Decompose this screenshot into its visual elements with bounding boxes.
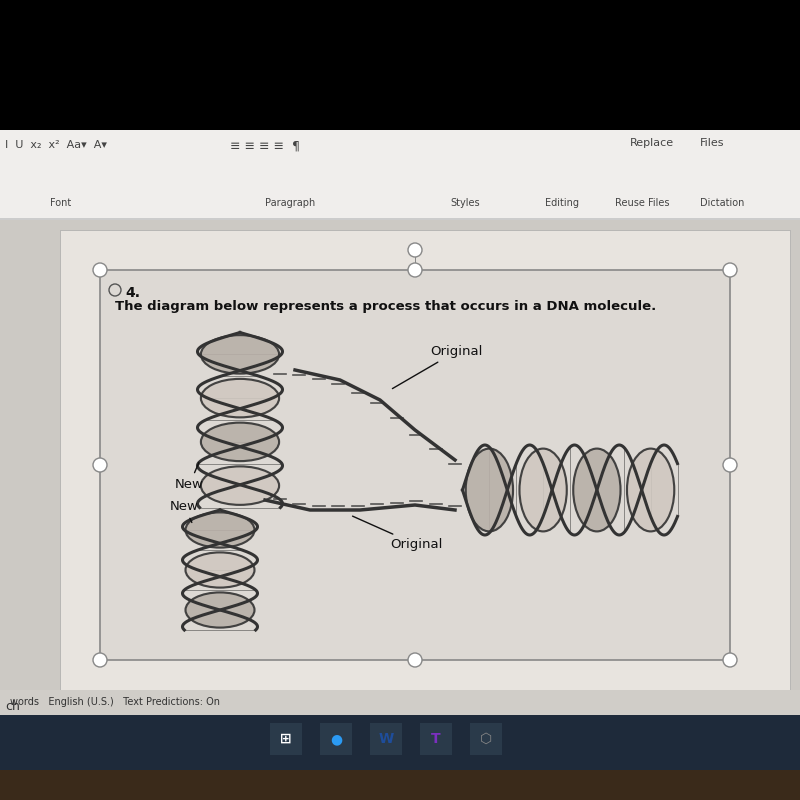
- Bar: [0, 220, 800, 700]
- Ellipse shape: [627, 449, 674, 531]
- Ellipse shape: [201, 466, 279, 505]
- Ellipse shape: [201, 422, 279, 461]
- Text: ⊞: ⊞: [280, 732, 292, 746]
- Text: ≡ ≡ ≡ ≡  ¶: ≡ ≡ ≡ ≡ ¶: [230, 140, 300, 153]
- Bar: [0, 130, 800, 220]
- Ellipse shape: [186, 592, 254, 627]
- Text: Styles: Styles: [450, 198, 480, 208]
- Text: New: New: [170, 500, 199, 522]
- Bar: [100, 270, 730, 660]
- Ellipse shape: [574, 449, 621, 531]
- Text: Editing: Editing: [545, 198, 579, 208]
- Text: ch: ch: [5, 700, 20, 713]
- Circle shape: [93, 653, 107, 667]
- Text: Reuse Files: Reuse Files: [615, 198, 670, 208]
- Bar: [470, 723, 502, 755]
- Bar: [320, 723, 352, 755]
- Ellipse shape: [186, 552, 254, 587]
- Bar: [0, 690, 800, 715]
- Text: W: W: [378, 732, 394, 746]
- Text: I  U  x₂  x²  Aa▾  A▾: I U x₂ x² Aa▾ A▾: [5, 140, 107, 150]
- Circle shape: [408, 653, 422, 667]
- Text: ●: ●: [330, 732, 342, 746]
- Circle shape: [408, 263, 422, 277]
- Text: Original: Original: [393, 345, 482, 389]
- Bar: [0, 218, 800, 220]
- Text: ⬡: ⬡: [480, 732, 492, 746]
- Circle shape: [723, 653, 737, 667]
- Circle shape: [723, 263, 737, 277]
- Text: The diagram below represents a process that occurs in a DNA molecule.: The diagram below represents a process t…: [115, 300, 656, 313]
- Text: words   English (U.S.)   Text Predictions: On: words English (U.S.) Text Predictions: O…: [10, 697, 220, 707]
- Ellipse shape: [519, 449, 566, 531]
- Ellipse shape: [466, 449, 513, 531]
- Text: New: New: [175, 462, 204, 491]
- Circle shape: [93, 263, 107, 277]
- Text: Paragraph: Paragraph: [265, 198, 315, 208]
- Text: Original: Original: [353, 516, 442, 551]
- Ellipse shape: [186, 512, 254, 547]
- Bar: [420, 723, 452, 755]
- Text: Files: Files: [700, 138, 725, 148]
- Bar: [370, 723, 402, 755]
- Text: T: T: [431, 732, 441, 746]
- Circle shape: [93, 458, 107, 472]
- Ellipse shape: [201, 379, 279, 418]
- Bar: [0, 715, 800, 770]
- Text: Font: Font: [50, 198, 71, 208]
- Bar: [270, 723, 302, 755]
- Circle shape: [723, 458, 737, 472]
- Circle shape: [408, 243, 422, 257]
- Ellipse shape: [201, 335, 279, 374]
- Text: Dictation: Dictation: [700, 198, 744, 208]
- Text: 4.: 4.: [125, 286, 140, 300]
- Bar: [414, 250, 415, 270]
- Bar: [0, 0, 800, 130]
- Bar: [60, 230, 790, 690]
- Text: Replace: Replace: [630, 138, 674, 148]
- Bar: [0, 770, 800, 800]
